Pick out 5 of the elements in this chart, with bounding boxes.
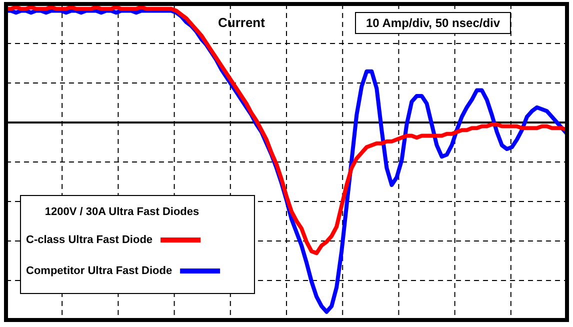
annotation: 10 Amp/div, 50 nsec/div [355,12,512,34]
annotation: Current [218,15,265,30]
legend-label: C-class Ultra Fast Diode [26,234,153,246]
legend-label: Competitor Ultra Fast Diode [26,265,172,278]
legend-title: 1200V / 30A Ultra Fast Diodes [44,206,200,218]
